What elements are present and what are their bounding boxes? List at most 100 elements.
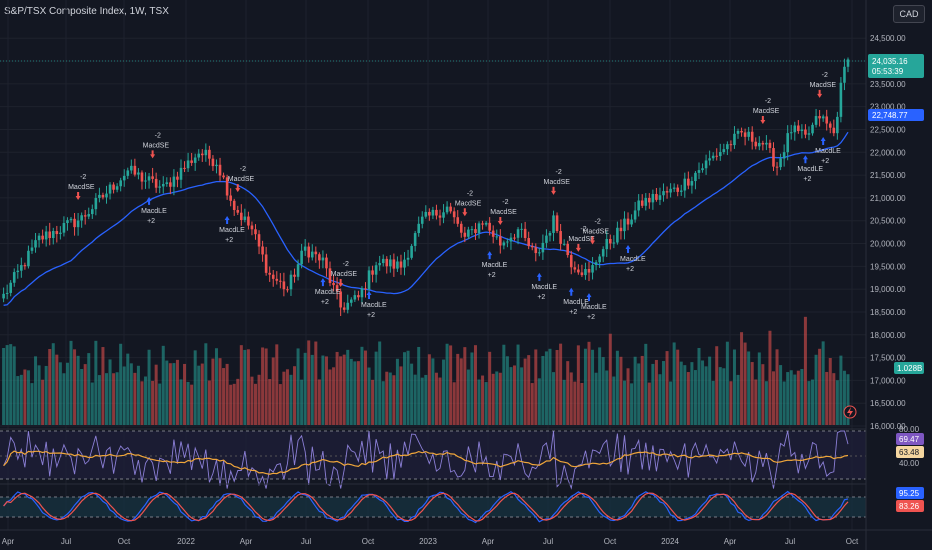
candle-body xyxy=(740,130,743,133)
volume-bars xyxy=(2,316,850,425)
signal-label: MacdSE xyxy=(490,209,517,216)
volume-bar xyxy=(786,372,790,425)
volume-bar xyxy=(332,367,336,425)
candle-body xyxy=(612,242,616,244)
candle-body xyxy=(20,265,23,271)
price-tick-label: 18,000.00 xyxy=(870,331,906,340)
candle-body xyxy=(495,236,499,238)
lightning-icon[interactable] xyxy=(843,405,857,419)
candle-body xyxy=(9,282,12,293)
volume-bar xyxy=(633,356,637,425)
candle-body xyxy=(765,142,768,145)
volume-bar xyxy=(97,375,101,425)
time-tick-label: Oct xyxy=(362,537,375,546)
volume-bar xyxy=(392,375,396,425)
volume-bar xyxy=(601,357,605,425)
candle-body xyxy=(98,194,101,198)
candle-body xyxy=(651,193,655,203)
candle-body xyxy=(247,216,250,226)
volume-bar xyxy=(690,362,694,425)
signal-tag: -2 xyxy=(502,199,508,206)
candle-body xyxy=(55,231,59,235)
candle-body xyxy=(264,254,268,273)
candle-body xyxy=(240,212,243,220)
volume-bar xyxy=(158,383,162,425)
signal-tag: -2 xyxy=(155,132,161,139)
volume-bar xyxy=(583,348,587,425)
volume-bar xyxy=(179,379,183,425)
price-tick-label: 24,500.00 xyxy=(870,34,906,43)
volume-bar xyxy=(30,383,34,425)
candle-body xyxy=(271,274,275,279)
candle-body xyxy=(566,243,570,256)
signal-tag: -2 xyxy=(556,169,562,176)
time-tick-label: Jul xyxy=(61,537,71,546)
volume-bar xyxy=(814,354,818,425)
time-tick-label: Apr xyxy=(724,537,737,546)
long-arrow-icon xyxy=(536,272,542,281)
volume-bar xyxy=(566,361,570,425)
volume-bar xyxy=(630,383,634,425)
volume-bar xyxy=(548,348,552,425)
candle-body xyxy=(598,256,601,263)
candle-body xyxy=(843,66,846,83)
volume-bar xyxy=(779,365,783,425)
candle-body xyxy=(158,186,162,188)
candle-body xyxy=(179,167,183,180)
candle-body xyxy=(403,259,406,268)
candle-body xyxy=(754,141,758,147)
stoch-band xyxy=(0,497,866,517)
candle-body xyxy=(541,242,545,253)
volume-bar xyxy=(339,356,343,425)
volume-bar xyxy=(466,369,470,425)
candle-body xyxy=(328,268,332,283)
time-axis[interactable]: Apr Jul Oct 2022 Apr Jul Oct 2023 Apr Jul Oct 2024 A… xyxy=(2,537,859,546)
candle-body xyxy=(318,254,321,261)
candle-body xyxy=(314,251,318,255)
candle-body xyxy=(321,257,325,261)
volume-bar xyxy=(168,363,172,425)
volume-bar xyxy=(569,372,573,425)
candle-body xyxy=(232,200,236,211)
candle-body xyxy=(704,160,708,169)
volume-bar xyxy=(516,344,520,425)
short-arrow-icon xyxy=(338,278,344,287)
candle-body xyxy=(2,293,5,299)
volume-bar xyxy=(204,343,208,425)
candle-body xyxy=(268,272,271,275)
volume-bar xyxy=(108,359,112,425)
volume-bar xyxy=(811,379,815,425)
volume-bar xyxy=(282,371,286,425)
volume-bar xyxy=(427,354,431,425)
candle-body xyxy=(250,225,254,230)
volume-bar xyxy=(846,374,850,425)
long-arrow-icon xyxy=(586,293,592,302)
volume-bar xyxy=(289,374,293,425)
volume-bar xyxy=(740,332,744,425)
time-tick-label: Jul xyxy=(785,537,795,546)
candle-body xyxy=(69,218,73,221)
candle-body xyxy=(488,222,491,231)
candle-body xyxy=(101,194,105,198)
signal-label: MacdSE xyxy=(228,176,255,183)
volume-bar xyxy=(764,381,768,425)
candle-body xyxy=(804,129,807,135)
volume-bar xyxy=(278,384,282,425)
volume-bar xyxy=(722,368,726,425)
volume-bar xyxy=(271,357,275,425)
volume-bar xyxy=(470,352,474,425)
volume-bar xyxy=(622,380,626,425)
signal-label: MacdSE xyxy=(455,200,482,207)
currency-button[interactable]: CAD xyxy=(893,5,925,23)
volume-bar xyxy=(381,381,385,425)
candle-body xyxy=(562,243,566,245)
candle-body xyxy=(112,184,115,190)
candle-body xyxy=(608,238,612,244)
candle-body xyxy=(828,123,832,128)
volume-bar xyxy=(161,345,165,425)
candle-body xyxy=(548,232,552,236)
signal-tag: +2 xyxy=(537,294,545,301)
price-tick-label: 17,000.00 xyxy=(870,376,906,385)
volume-bar xyxy=(101,347,105,425)
